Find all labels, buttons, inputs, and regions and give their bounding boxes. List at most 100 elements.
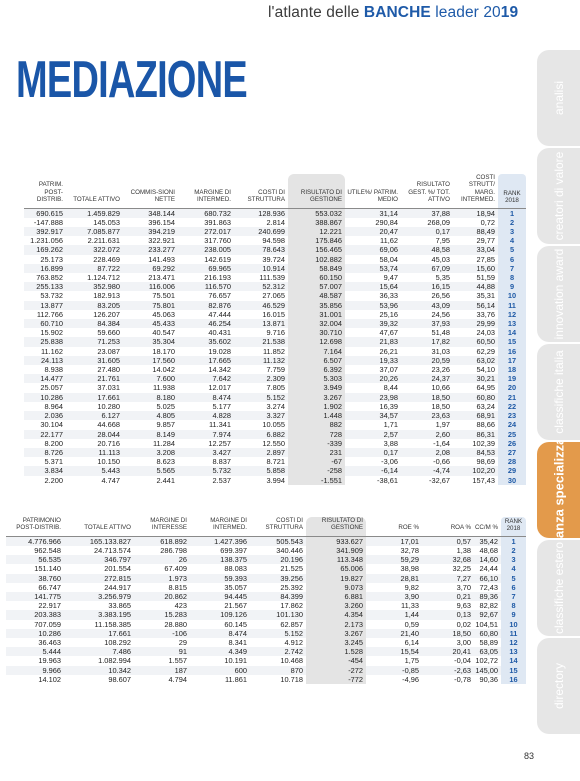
table-cell: -1.551 [288, 475, 345, 485]
table-cell: 60.710 [24, 319, 66, 329]
column-header: RISULTATO GEST. %/ TOT. ATTIVO [408, 181, 450, 204]
table-cell: 36,33 [379, 291, 399, 301]
table-cell: 75.801 [123, 300, 178, 310]
table-cell: 1.459.829 [66, 207, 123, 218]
table-cell: 116.006 [123, 282, 178, 292]
mediazione-table: PATRIM. POST-DISTRIB. TOTALE ATTIVO COMMIS… [24, 174, 526, 485]
tab-analisi[interactable]: analisi [537, 50, 580, 146]
table-cell: 9.716 [266, 328, 286, 338]
table-cell: 11.284 [152, 438, 175, 448]
table-cell: 46.529 [234, 300, 288, 310]
rank-cell: 24 [498, 420, 526, 430]
table-cell: 3.274 [266, 401, 286, 411]
table-cell: 203.383 [6, 610, 64, 620]
page-number: 83 [524, 751, 535, 761]
table-cell: 43,09 [401, 300, 453, 310]
table-cell: 84,53 [453, 447, 498, 458]
table-cell: 37,88 [401, 207, 453, 218]
page-title: MEDIAZIONE [16, 51, 248, 109]
table-cell: 63,05 [474, 647, 501, 657]
column-header: TOTALE ATTIVO [73, 196, 120, 204]
table-cell: 17.665 [178, 355, 234, 366]
table-cell: 2.211.631 [87, 236, 120, 246]
table-cell: 35.304 [123, 337, 178, 347]
rank-cell: 30 [498, 475, 526, 485]
table-cell: 40.547 [152, 328, 175, 338]
column-header: RISULTATO DI GESTIONE [306, 517, 366, 537]
table-cell: 187 [134, 665, 190, 675]
table-cell: 94.445 [190, 592, 250, 602]
table-cell: 11.852 [262, 346, 285, 356]
table-row: 1.231.056 2.211.631 322.921 317.760 94.598 17… [24, 236, 526, 246]
table-cell: 15,64 [345, 282, 401, 292]
table-cell: 8.180 [123, 392, 178, 402]
tab-classifiche-estero[interactable]: classifiche estero [537, 540, 580, 636]
table-cell: 5,35 [435, 273, 450, 283]
table-cell: 126.207 [93, 309, 120, 319]
table-cell: 157,43 [472, 475, 495, 485]
table-cell: -1,64 [433, 438, 450, 448]
table-cell: 1.082.994 [98, 656, 131, 666]
table-cell: 9,82 [404, 582, 419, 592]
tab-classifiche-italia[interactable]: classifiche italia [537, 344, 580, 440]
rank-cell: 12 [498, 309, 526, 320]
table-cell: 142.619 [204, 254, 231, 264]
table-cell: 11.341 [208, 420, 231, 430]
table-row: 24.113 31.605 17.560 17.665 11.132 6.507 19,33… [24, 355, 526, 366]
table-cell: 2.897 [234, 447, 288, 458]
rank-cell: 2 [498, 217, 526, 228]
table-cell: 37,07 [379, 365, 399, 375]
rank-cell: 7 [501, 592, 526, 602]
table-cell: 7,27 [422, 573, 474, 583]
table-cell: 348.144 [123, 207, 178, 218]
table-cell: 10.286 [6, 628, 64, 639]
table-cell: 59,29 [366, 555, 422, 565]
table-cell: 9.073 [306, 582, 366, 593]
table-row: 25.838 71.253 35.304 35.602 21.538 12.698 21,8… [24, 337, 526, 347]
tab-innovation-award[interactable]: innovation award [537, 246, 580, 342]
table-cell: 52.312 [234, 282, 288, 292]
table-cell: 12.550 [262, 438, 285, 448]
table-cell: 29,99 [453, 319, 498, 329]
table-cell: 4.747 [101, 475, 121, 485]
table-cell: 84.399 [250, 592, 306, 602]
table-row: 10.286 17.661 8.180 8.474 5.152 3.267 23,98 18,… [24, 392, 526, 402]
table-cell: 35,42 [474, 535, 501, 547]
tab-label: classifiche estero [551, 541, 566, 635]
table-cell: 0,13 [422, 610, 474, 620]
table-cell: 213.471 [148, 273, 175, 283]
table-cell: 67.409 [164, 564, 187, 574]
table-cell: 0,59 [404, 619, 419, 629]
table-cell: -38,61 [377, 475, 398, 485]
table-cell: 5.371 [44, 457, 64, 467]
tab-directory[interactable]: directory [537, 638, 580, 734]
table-cell: 255.133 [24, 282, 66, 292]
table-cell: 71.253 [66, 337, 123, 347]
table-cell: 3.256.979 [64, 592, 134, 602]
table-cell: 47,67 [379, 328, 399, 338]
table-cell: 36.463 [38, 638, 61, 648]
table-cell: 108.292 [104, 638, 131, 648]
tab-finanza-specializzata[interactable]: finanza specializzata [537, 442, 580, 538]
table-cell: 26,56 [431, 291, 451, 301]
table-cell: 8.964 [44, 401, 64, 411]
table-cell: -0,66 [433, 457, 450, 467]
tab-creatori-di-valore[interactable]: creatori di valore [537, 148, 580, 244]
table-cell: 58,89 [479, 638, 499, 648]
table-cell: 23.087 [97, 346, 120, 356]
table-cell: 82.876 [178, 300, 234, 310]
table-cell: 11,62 [380, 236, 398, 246]
table-cell: 27,85 [476, 254, 496, 264]
table-cell: 3.327 [234, 411, 288, 421]
rank-cell: 23 [498, 411, 526, 421]
table-row: 36.463 108.292 29 8.341 4.912 3.245 6,14 3,00 58… [6, 638, 526, 648]
table-row: 962.548 24.713.574 286.798 699.397 340.446 34… [6, 546, 526, 556]
table-cell: 19.963 [38, 656, 61, 666]
header-year: 19 [500, 4, 519, 21]
table-row: 4.776.966 165.133.827 618.892 1.427.396 505.… [6, 535, 526, 547]
table-cell: 47.444 [208, 309, 231, 319]
table-cell: -0,04 [454, 656, 471, 666]
rank-cell: 3 [498, 227, 526, 237]
column-header: Rank 2018 [501, 517, 526, 537]
table-cell: 116.570 [178, 282, 234, 292]
